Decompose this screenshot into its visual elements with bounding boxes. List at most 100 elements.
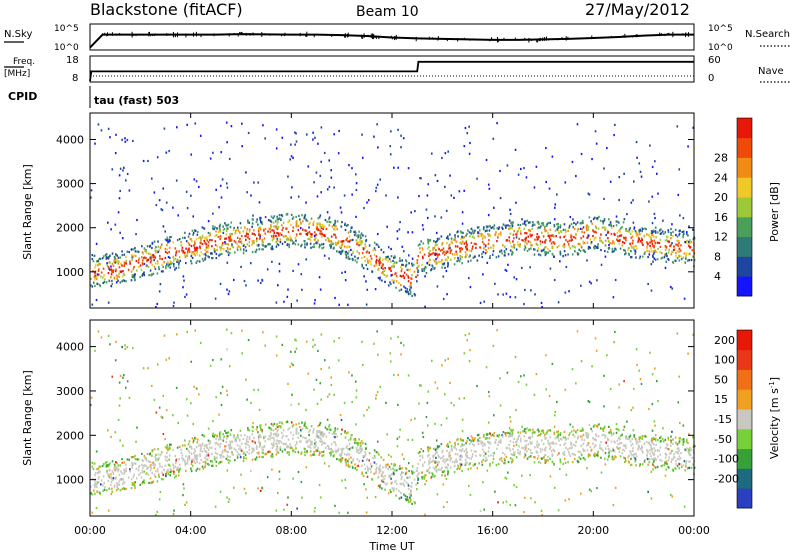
velocity-point (597, 454, 599, 457)
power-point (423, 269, 425, 272)
power-point (185, 240, 188, 243)
velocity-point (368, 467, 371, 470)
power-point (436, 237, 439, 240)
velocity-point (417, 477, 420, 480)
velocity-point (291, 447, 294, 450)
power-point (157, 245, 160, 248)
power-point (297, 224, 300, 227)
power-point (630, 236, 633, 239)
velocity-point (554, 437, 557, 440)
velocity-point (115, 467, 118, 470)
velocity-point (134, 454, 136, 457)
power-point (648, 200, 650, 203)
velocity-point (577, 460, 580, 464)
velocity-point (672, 458, 674, 461)
velocity-point (454, 452, 457, 456)
power-point (195, 180, 198, 183)
power-point (582, 221, 584, 224)
velocity-point (547, 455, 549, 458)
power-point (610, 226, 613, 229)
power-point (563, 250, 566, 253)
velocity-point (240, 442, 243, 445)
velocity-point (172, 414, 174, 417)
power-point (529, 241, 532, 244)
power-point (195, 261, 198, 264)
velocity-point (576, 428, 579, 432)
velocity-point (450, 448, 453, 451)
velocity-point (162, 394, 165, 398)
power-point (472, 256, 475, 259)
velocity-point (660, 435, 662, 439)
velocity-point (439, 457, 442, 460)
power-point (536, 249, 539, 252)
velocity-point (590, 490, 593, 493)
power-point (167, 255, 170, 259)
velocity-point (682, 440, 685, 443)
power-point (486, 226, 488, 229)
power-point (321, 243, 323, 246)
power-point (322, 226, 325, 229)
velocity-point (240, 449, 243, 452)
power-point (159, 245, 162, 249)
power-point (435, 260, 438, 264)
velocity-point (487, 390, 490, 394)
power-point (654, 241, 657, 245)
power-point (272, 229, 275, 232)
velocity-point (564, 499, 567, 502)
velocity-point (373, 454, 376, 458)
velocity-point (582, 449, 585, 453)
velocity-point (673, 456, 676, 459)
power-point (294, 131, 296, 134)
velocity-point (113, 485, 116, 489)
power-point (326, 188, 329, 191)
power-point (194, 249, 196, 252)
power-point (259, 237, 261, 240)
power-point (163, 127, 166, 130)
power-point (592, 217, 595, 221)
power-point (667, 240, 669, 243)
velocity-point (261, 451, 264, 454)
velocity-point (180, 448, 182, 451)
velocity-point (392, 470, 395, 473)
power-point (99, 262, 101, 266)
power-point (300, 273, 303, 276)
velocity-point (482, 458, 485, 461)
power-point (153, 255, 156, 258)
power-point (692, 126, 695, 129)
power-point (298, 218, 301, 221)
power-point (207, 220, 210, 223)
power-point (377, 146, 379, 149)
velocity-point (101, 464, 104, 468)
velocity-point (252, 449, 254, 452)
power-point (226, 186, 229, 189)
velocity-point (375, 468, 377, 471)
velocity-point (664, 462, 666, 465)
power-point (407, 280, 410, 283)
power-point (421, 263, 423, 266)
power-point (254, 250, 257, 253)
velocity-point (123, 487, 126, 490)
power-point (379, 278, 381, 281)
power-point (174, 257, 177, 260)
power-point (446, 235, 449, 238)
velocity-point (580, 452, 582, 455)
velocity-point (405, 466, 407, 470)
velocity-point (264, 344, 267, 347)
power-point (186, 254, 189, 257)
velocity-point (339, 454, 342, 457)
power-point (576, 253, 579, 256)
power-point (227, 223, 229, 227)
power-point (174, 268, 176, 271)
velocity-point (564, 461, 567, 465)
power-point (565, 230, 567, 233)
power-point (499, 250, 501, 253)
velocity-point (400, 483, 403, 486)
velocity-point (545, 388, 547, 391)
velocity-point (511, 432, 514, 435)
velocity-point (453, 404, 455, 407)
power-point (348, 245, 351, 249)
velocity-point (413, 478, 416, 481)
velocity-point (639, 447, 642, 451)
power-point (194, 229, 197, 233)
power-point (675, 243, 677, 246)
